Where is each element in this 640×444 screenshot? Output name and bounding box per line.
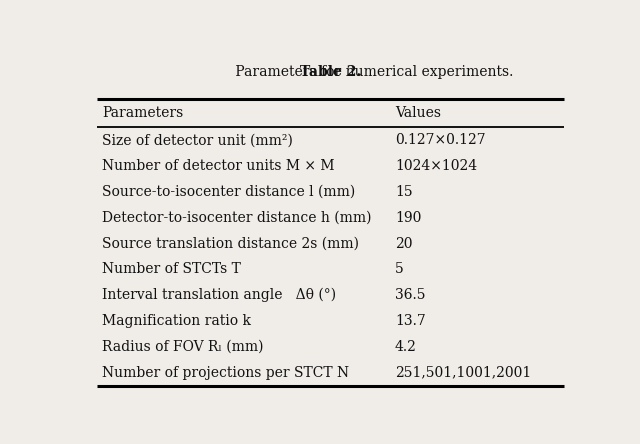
Text: Magnification ratio k: Magnification ratio k <box>102 314 252 328</box>
Text: 190: 190 <box>395 211 421 225</box>
Text: Source translation distance 2s (mm): Source translation distance 2s (mm) <box>102 237 359 250</box>
Text: 13.7: 13.7 <box>395 314 426 328</box>
Text: Number of STCTs T: Number of STCTs T <box>102 262 241 277</box>
Text: 36.5: 36.5 <box>395 288 426 302</box>
Text: 251,501,1001,2001: 251,501,1001,2001 <box>395 366 531 380</box>
Text: Detector-to-isocenter distance h (mm): Detector-to-isocenter distance h (mm) <box>102 211 372 225</box>
Text: Interval translation angle   Δθ (°): Interval translation angle Δθ (°) <box>102 288 337 302</box>
Text: 20: 20 <box>395 237 412 250</box>
Text: Number of detector units M × M: Number of detector units M × M <box>102 159 335 173</box>
Text: Radius of FOV Rₗ (mm): Radius of FOV Rₗ (mm) <box>102 340 264 354</box>
Text: Values: Values <box>395 107 441 120</box>
Text: Size of detector unit (mm²): Size of detector unit (mm²) <box>102 133 293 147</box>
Text: Parameters: Parameters <box>102 107 184 120</box>
Text: Parameters for numerical experiments.: Parameters for numerical experiments. <box>232 65 514 79</box>
Text: 15: 15 <box>395 185 413 199</box>
Text: 5: 5 <box>395 262 404 277</box>
Text: 1024×1024: 1024×1024 <box>395 159 477 173</box>
Text: Table 2.: Table 2. <box>300 65 361 79</box>
Text: 4.2: 4.2 <box>395 340 417 354</box>
Text: Number of projections per STCT N: Number of projections per STCT N <box>102 366 349 380</box>
Text: Source-to-isocenter distance l (mm): Source-to-isocenter distance l (mm) <box>102 185 356 199</box>
Text: 0.127×0.127: 0.127×0.127 <box>395 133 486 147</box>
